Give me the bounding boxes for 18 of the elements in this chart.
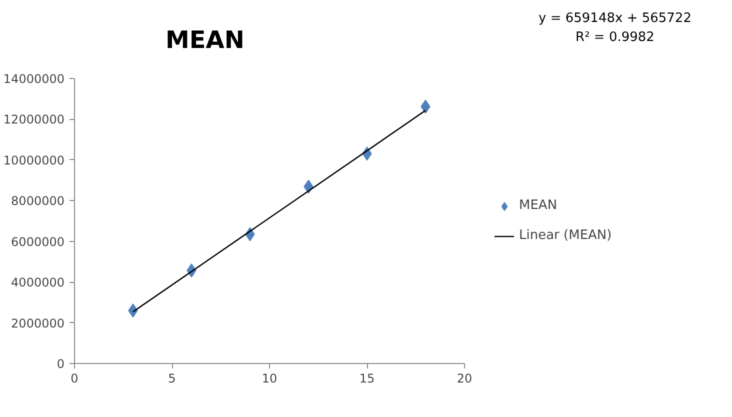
- x-tick-label: 10: [262, 372, 278, 386]
- y-tick-label: 0: [56, 357, 65, 371]
- y-tick-label: 4000000: [11, 276, 65, 290]
- y-tick-label: 6000000: [11, 234, 65, 249]
- x-tick-label: 20: [456, 372, 472, 386]
- legend-label: Linear (MEAN): [519, 228, 612, 243]
- y-tick-label: 12000000: [3, 112, 64, 127]
- x-tick-label: 0: [70, 372, 78, 386]
- y-tick-label: 8000000: [11, 194, 65, 208]
- y-tick-label: 10000000: [3, 153, 64, 168]
- y-tick-label: 2000000: [11, 316, 65, 330]
- y-tick-label: 14000000: [3, 72, 64, 86]
- x-tick-label: 5: [168, 372, 176, 386]
- chart-title: MEAN: [164, 25, 246, 56]
- legend-label: MEAN: [519, 198, 558, 213]
- x-tick-label: 15: [359, 372, 375, 386]
- text: R² = 0.9982: [574, 29, 656, 47]
- text: y = 659148x + 565722: [538, 10, 692, 28]
